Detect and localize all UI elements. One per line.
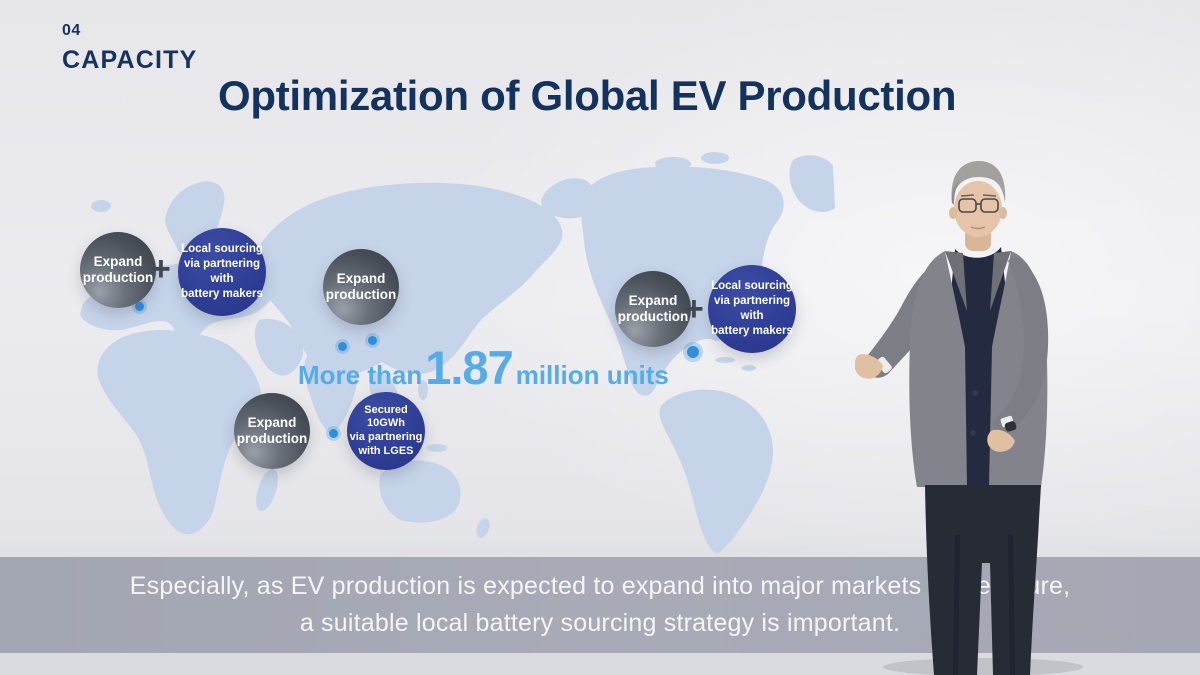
badge-america-local-sourcing: Local sourcing via partnering with batte… xyxy=(708,265,796,353)
presenter-figure xyxy=(855,161,1083,675)
subtitle-line-2: a suitable local battery sourcing strate… xyxy=(299,609,901,637)
plus-icon: + xyxy=(151,250,171,288)
subtitle-line-1: Especially, as EV production is expected… xyxy=(129,572,1071,600)
section-kicker: 04 CAPACITY xyxy=(62,22,198,75)
section-number: 04 xyxy=(62,22,81,39)
map-marker-korea-west xyxy=(338,342,347,351)
slide-title: Optimization of Global EV Production xyxy=(218,72,957,120)
map-marker-america xyxy=(687,346,699,358)
section-category: CAPACITY xyxy=(62,46,198,74)
headline-total-units: More than 1.87 million units xyxy=(298,340,669,395)
badge-india-secured-10gwh: Secured 10GWh via partnering with LGES xyxy=(347,392,425,470)
map-marker-india xyxy=(329,429,338,438)
plus-icon: + xyxy=(684,290,704,328)
map-marker-korea-east xyxy=(368,336,377,345)
headline-value: 1.87 xyxy=(425,341,513,394)
badge-america-expand-production: Expand production xyxy=(615,271,691,347)
badge-korea-expand-production: Expand production xyxy=(323,249,399,325)
badge-india-expand-production: Expand production xyxy=(234,393,310,469)
headline-prefix: More than xyxy=(298,360,423,390)
badge-europe-local-sourcing: Local sourcing via partnering with batte… xyxy=(178,228,266,316)
map-marker-europe xyxy=(135,302,144,311)
headline-suffix: million units xyxy=(515,360,669,390)
badge-europe-expand-production: Expand production xyxy=(80,232,156,308)
